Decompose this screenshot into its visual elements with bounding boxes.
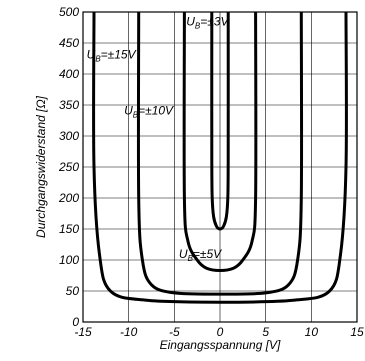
- x-tick-label: 15: [350, 325, 364, 339]
- x-axis-title: Eingangsspannung [V]: [160, 338, 281, 352]
- y-axis-title: Durchgangswiderstand [Ω]: [34, 95, 48, 238]
- y-tick-label: 50: [66, 284, 80, 298]
- curve-label: UB=±15V: [87, 48, 137, 64]
- x-tick-label: 0: [217, 325, 224, 339]
- y-tick-label: 500: [59, 5, 79, 19]
- tick-labels: 0 50 100 150 200 250 300 350 400 450 500 -15 -10 -5 0 5…: [58, 5, 364, 339]
- curve-label: UB=±3V: [186, 15, 229, 31]
- series-line-1: [182, 11, 258, 272]
- y-tick-label: 300: [59, 129, 79, 143]
- curve-labels: UB=±3V UB=±5V UB=±10V UB=±15V: [87, 15, 230, 264]
- x-tick-label: -10: [120, 325, 138, 339]
- y-tick-label: 400: [59, 67, 79, 81]
- y-tick-label: 250: [58, 160, 79, 174]
- y-tick-label: 150: [59, 222, 79, 236]
- y-tick-label: 0: [72, 315, 79, 329]
- y-tick-label: 200: [58, 191, 79, 205]
- x-tick-label: 10: [305, 325, 319, 339]
- series-line-3: [92, 11, 348, 304]
- curves: [92, 11, 348, 304]
- x-tick-label: -5: [169, 325, 180, 339]
- x-tick-label: 5: [262, 325, 269, 339]
- y-tick-label: 350: [59, 98, 79, 112]
- curve-label: UB=±5V: [179, 247, 222, 263]
- y-tick-label: 100: [59, 253, 79, 267]
- series-line-0: [210, 11, 230, 231]
- y-tick-label: 450: [59, 36, 79, 50]
- series-line-2: [136, 11, 304, 296]
- curve-label: UB=±10V: [124, 103, 174, 119]
- x-tick-label: -15: [74, 325, 92, 339]
- plot-frame: [82, 11, 358, 323]
